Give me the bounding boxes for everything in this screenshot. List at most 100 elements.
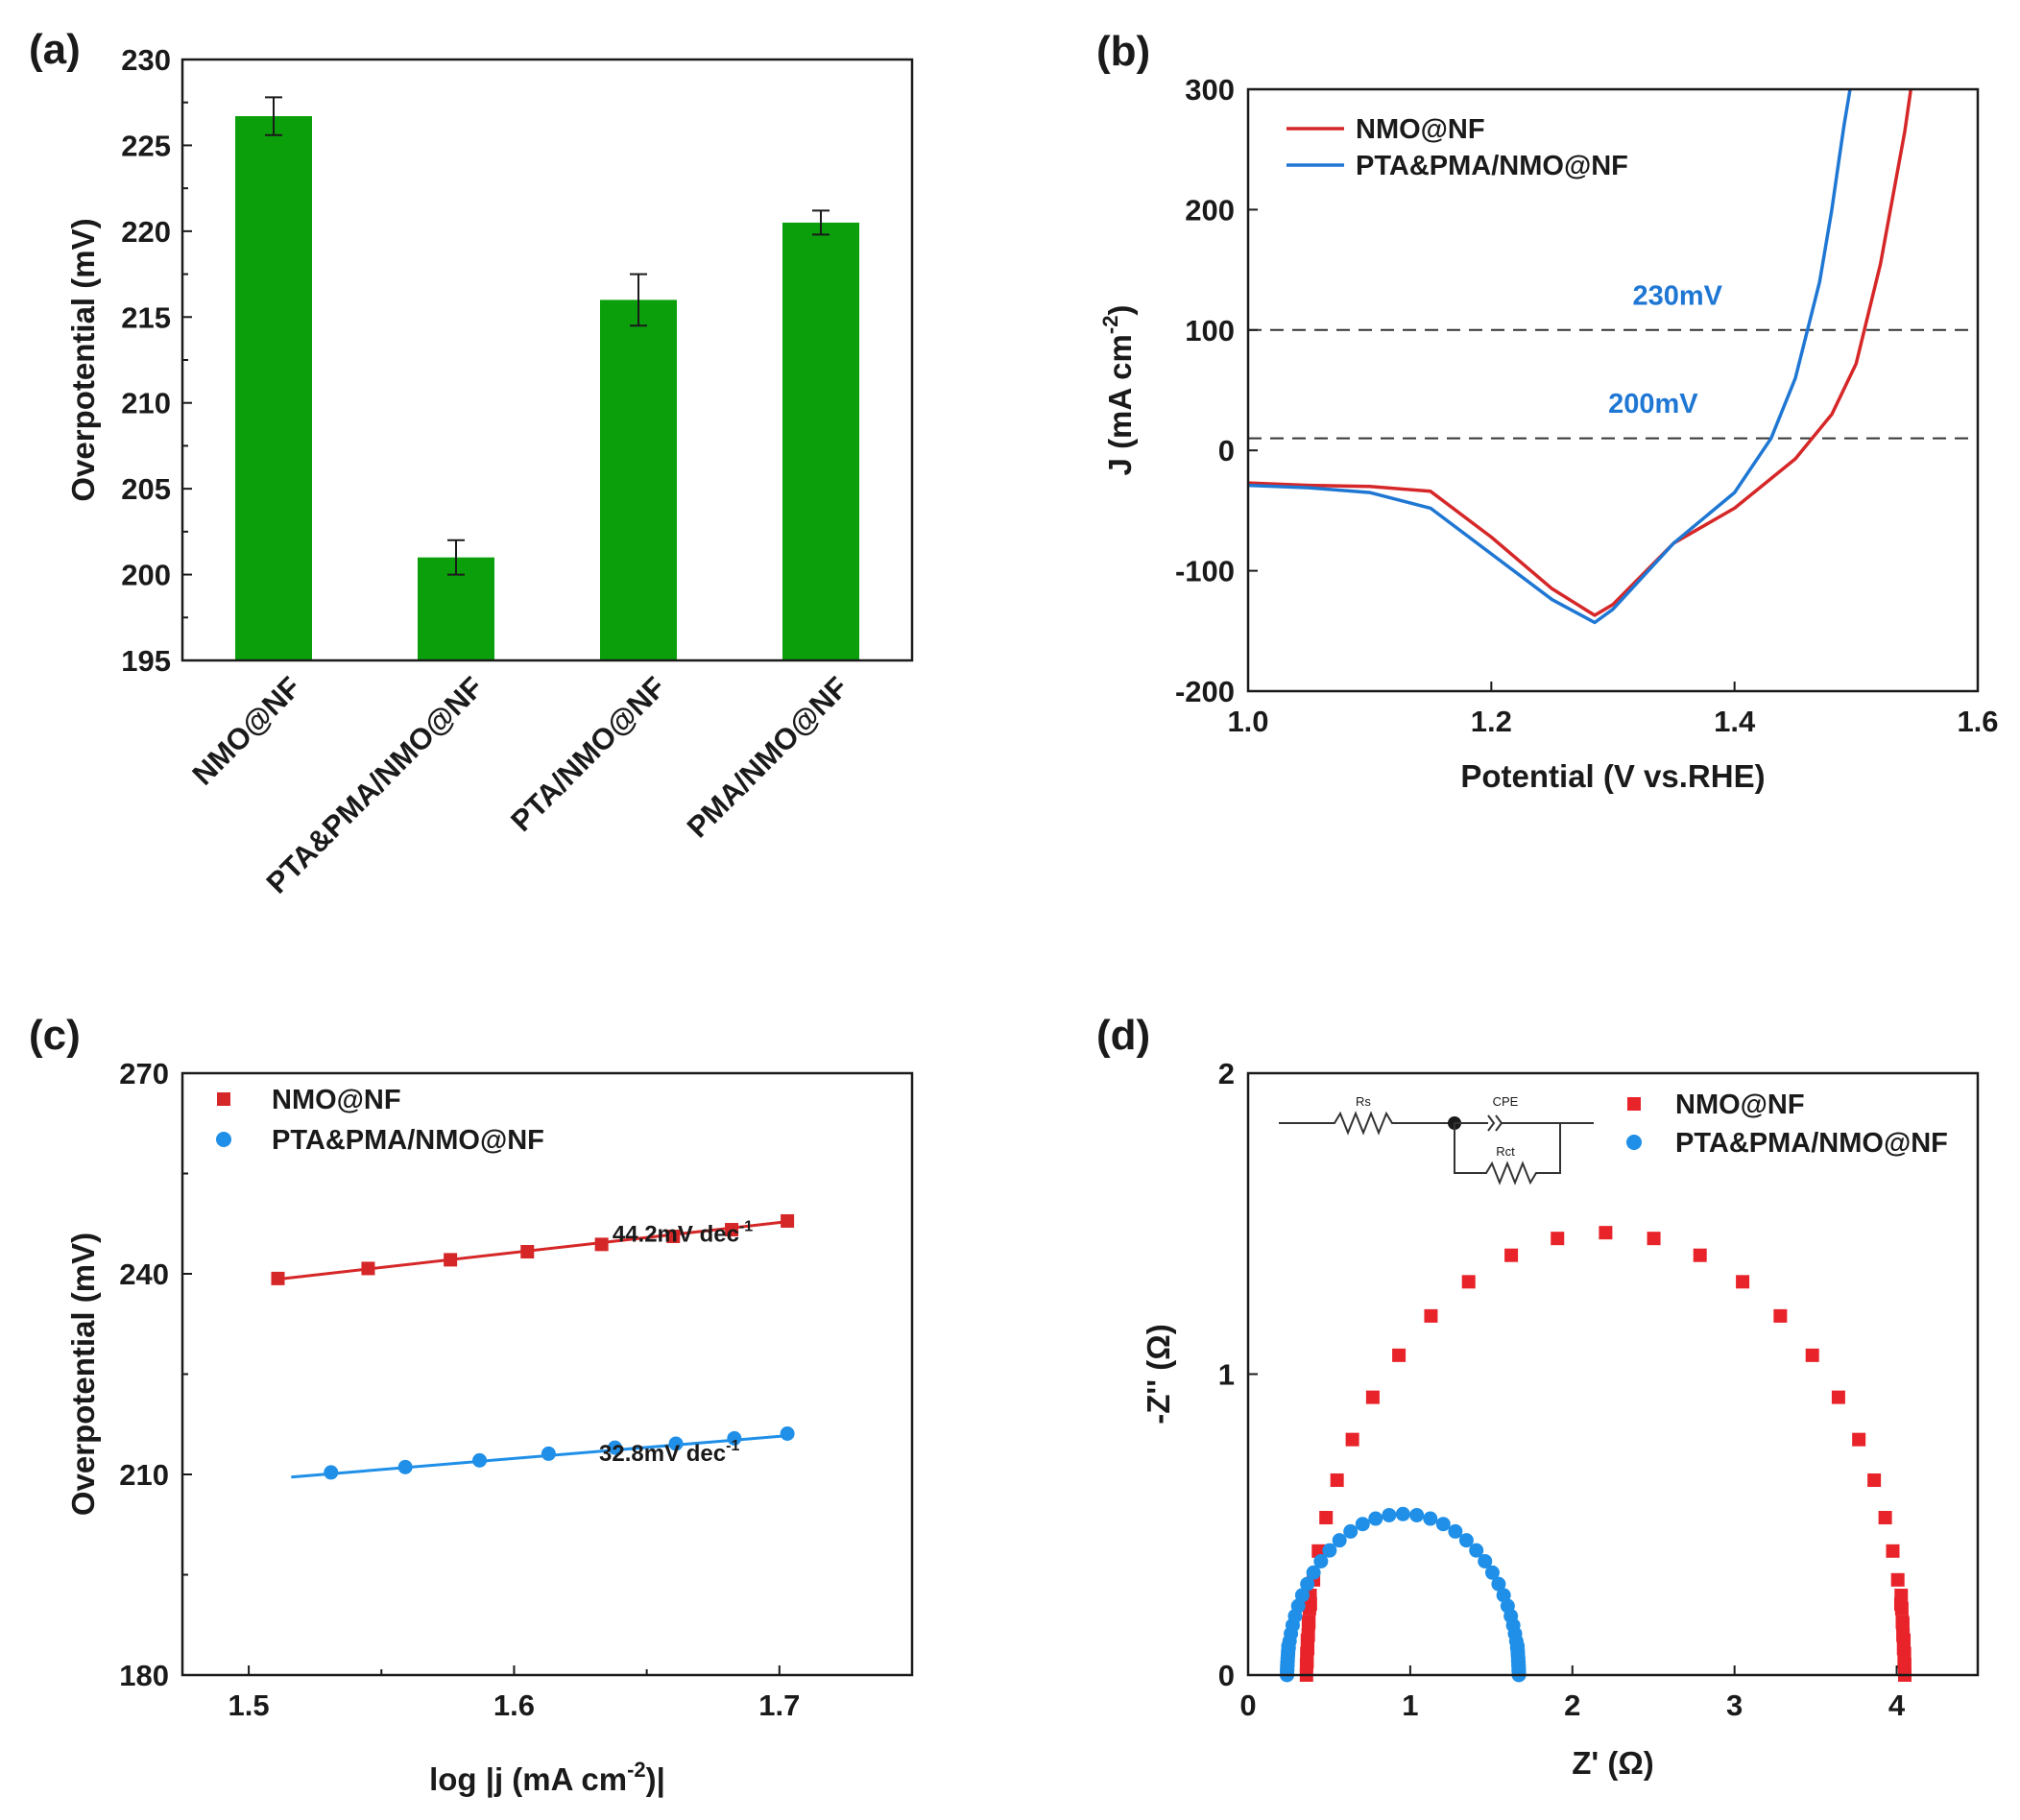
legend-marker-1 [216,1132,231,1147]
data-point-0-20 [1736,1275,1750,1289]
x-axis-title-tail: )| [646,1761,665,1797]
circuit-label-rs: Rs [1356,1094,1371,1109]
data-point-0-17 [1599,1226,1613,1240]
data-point-1-15 [1306,1565,1321,1580]
y-tick-label-0: 0 [1218,1659,1235,1692]
data-point-0-38 [1896,1641,1911,1656]
data-point-1-26 [1435,1517,1451,1532]
data-point-1-2 [472,1452,488,1468]
slope-label-sup: -1 [739,1219,753,1235]
data-point-1-3 [541,1446,556,1461]
data-point-1-13 [1294,1588,1310,1603]
overpotential-annotation-0: 230mV [1632,280,1722,311]
data-point-1-14 [1300,1576,1315,1592]
bar-0 [235,116,312,661]
data-point-1-6 [727,1430,742,1446]
slope-label-0: 44.2mV dec-1 [613,1219,753,1248]
y-tick-label-4: 200 [1185,193,1235,227]
y-tick-label-2: 205 [121,472,171,506]
data-point-1-18 [1332,1533,1347,1548]
x-tick-label-3: PMA/NMO@NF [681,670,854,844]
circuit-label-cpe: CPE [1493,1094,1519,1109]
panel-c: (c)44.2mV dec-132.8mV dec-11.5 1.6 1.71802… [29,1012,914,1797]
fit-line-1 [291,1434,788,1479]
legend-label-1: PTA&PMA/NMO@NF [272,1125,544,1156]
data-point-1-25 [1423,1511,1438,1526]
data-point-0-5 [666,1229,681,1243]
y-tick-label-3: 100 [1185,314,1235,347]
panel-b-label: (b) [1096,28,1150,75]
y-tick-label-1: 210 [119,1458,169,1492]
x-tick-label-2: PTA/NMO@NF [504,670,672,838]
slope-label-main: 44.2mV dec [613,1222,739,1248]
slope-label-main: 32.8mV dec [599,1441,726,1467]
data-point-0-21 [1773,1308,1788,1323]
data-point-1-30 [1478,1553,1493,1569]
y-tick-label-5: 300 [1185,73,1235,107]
data-point-0-15 [1504,1248,1519,1262]
y-tick-label-0: 180 [119,1659,169,1692]
bar-3 [782,222,859,660]
data-point-1-23 [1395,1506,1410,1521]
x-axis-title: Potential (V vs.RHE) [1460,758,1765,794]
error-bar-3 [812,209,830,236]
data-point-0-6 [725,1223,739,1237]
y-tick-label-3: 270 [119,1057,169,1090]
legend-label-1: PTA&PMA/NMO@NF [1675,1128,1948,1159]
data-point-0-27 [1886,1544,1900,1558]
x-tick-label-2: 2 [1564,1688,1580,1722]
data-point-0-0 [271,1271,285,1285]
data-point-0-37 [1301,1641,1315,1656]
data-point-0-36 [1897,1655,1912,1669]
legend-label-0: NMO@NF [1356,114,1485,145]
legend-label-1: PTA&PMA/NMO@NF [1356,151,1628,181]
panel-d: (d) 0 1 2 3 4 0 1 2 Z' (Ω) -Z'' (Ω) Rs CPE Rct NMO@NF P… [1096,1012,1980,1781]
data-point-1-31 [1484,1565,1500,1580]
x-axis-title: Z' (Ω) [1572,1745,1654,1781]
y-tick-label-2: 240 [119,1257,169,1291]
data-point-1-20 [1355,1517,1370,1532]
data-point-0-12 [1392,1348,1407,1362]
x-tick-label-3: 1.6 [1957,705,1998,738]
data-point-0-39 [1301,1628,1315,1642]
y-axis-title-sup: -2 [1098,316,1122,335]
data-point-0-25 [1867,1473,1882,1487]
error-bar-1 [447,539,465,576]
x-tick-label-1: 1.6 [493,1688,535,1722]
y-tick-label-4: 215 [121,300,171,334]
data-point-1-19 [1343,1523,1359,1539]
x-tick-label-1: 1 [1402,1688,1418,1722]
data-point-1-27 [1448,1523,1463,1539]
data-point-1-5 [668,1436,684,1451]
panel-c-label: (c) [29,1012,81,1059]
data-point-0-22 [1805,1348,1819,1362]
slope-label-1: 32.8mV dec-1 [599,1438,739,1467]
data-point-0-13 [1424,1308,1438,1323]
data-point-1-24 [1409,1507,1425,1522]
legend-label-0: NMO@NF [272,1085,401,1115]
cpe-element-b [1495,1114,1503,1132]
panel-b: (b) 1.0 1.2 1.4 1.6 -200 -100 0 100 200 300 Potenti… [1096,28,1999,794]
data-point-0-43 [1302,1601,1316,1616]
data-point-0-35 [1300,1655,1314,1669]
error-bar-2 [630,273,647,327]
y-axis-title-main: J (mA cm [1102,334,1138,475]
panel-d-label: (d) [1096,1012,1150,1059]
y-tick-label-0: 195 [121,644,171,678]
y-tick-label-2: 2 [1218,1057,1235,1090]
series-line-1 [1247,88,1852,625]
data-point-0-14 [1461,1275,1476,1289]
data-point-0-19 [1693,1248,1707,1262]
y-tick-label-1: -100 [1175,555,1235,588]
x-tick-label-2: 1.7 [758,1688,800,1722]
panel-a-label: (a) [29,26,81,73]
y-tick-label-2: 0 [1218,434,1235,467]
x-tick-label-1: 1.2 [1471,705,1512,738]
y-axis-title: J (mA cm-2) [1098,305,1138,476]
error-bar-0 [265,96,282,136]
x-axis-title-main: log |j (mA cm [429,1761,627,1797]
data-point-0-18 [1647,1232,1661,1246]
data-point-0-41 [1302,1615,1316,1629]
data-point-0-42 [1895,1615,1910,1629]
